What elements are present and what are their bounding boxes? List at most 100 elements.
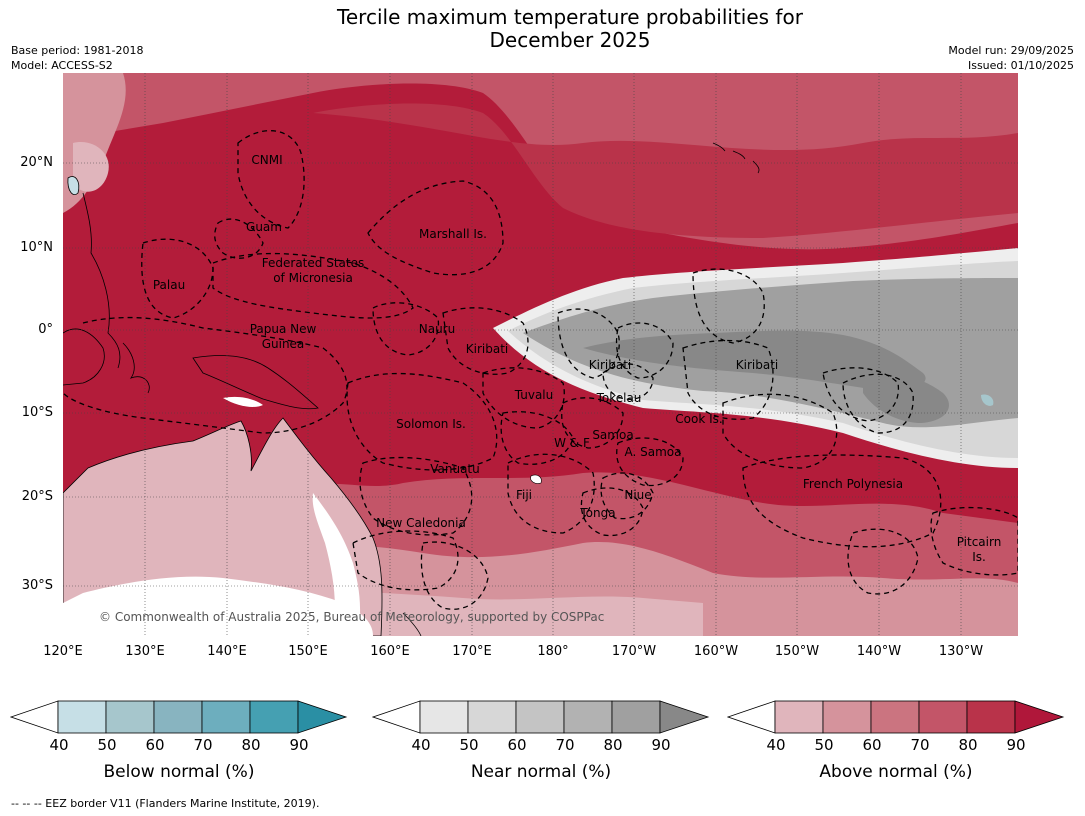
- north-red-inner: [313, 103, 1018, 238]
- copyright-text: © Commonwealth of Australia 2025, Bureau…: [99, 610, 604, 624]
- lon-label-160w: 160°W: [693, 644, 739, 659]
- label-png-1: Papua New: [250, 322, 317, 336]
- cbar-below-seg-6: [297, 700, 348, 734]
- label-marshall: Marshall Is.: [419, 227, 487, 241]
- australia-interior: [63, 576, 373, 636]
- cbar-near-seg-3: [515, 700, 565, 734]
- cbar-near-tick: 60: [507, 736, 527, 754]
- cbar-above-tick: 80: [958, 736, 978, 754]
- borneo-land: [63, 328, 105, 386]
- cbar-below-seg-5: [249, 700, 299, 734]
- near-normal-dark: [583, 330, 926, 392]
- cbar-near-tick: 40: [411, 736, 431, 754]
- label-samoa: Samoa: [592, 428, 633, 442]
- label-kiribati-line: Kiribati: [736, 358, 778, 372]
- model-run: Model run: 29/09/2025: [948, 44, 1074, 57]
- base-period: Base period: 1981-2018: [11, 44, 144, 57]
- label-tuvalu: Tuvalu: [514, 388, 554, 402]
- philippines-land: [82, 192, 121, 369]
- label-niue: Niue: [624, 488, 651, 502]
- meta-right: Model run: 29/09/2025 Issued: 01/10/2025: [948, 43, 1074, 73]
- cbar-below-seg-4: [201, 700, 251, 734]
- lon-label-170e: 170°E: [452, 644, 492, 659]
- label-kiribati-gilbert: Kiribati: [466, 342, 508, 356]
- cbar-near-seg-4: [563, 700, 613, 734]
- cbar-near-seg-6: [659, 700, 710, 734]
- cbar-below-tick: 60: [145, 736, 165, 754]
- colorbar-near: [372, 700, 710, 734]
- lon-label-170w: 170°W: [611, 644, 657, 659]
- cbar-below-tick: 40: [49, 736, 69, 754]
- label-nauru: Nauru: [419, 322, 455, 336]
- model-name: Model: ACCESS-S2: [11, 59, 113, 72]
- label-tokelau: Tokelau: [596, 391, 642, 405]
- cbar-near-seg-1: [419, 700, 469, 734]
- lon-label-180: 180°: [537, 644, 569, 659]
- eez-borders: [63, 130, 1018, 610]
- cbar-near-tick: 90: [651, 736, 671, 754]
- label-cnmi: CNMI: [251, 153, 282, 167]
- cbar-above-tick: 40: [766, 736, 786, 754]
- cbar-below-seg-0: [10, 700, 59, 734]
- cbar-above-seg-5: [966, 700, 1016, 734]
- lat-label-10n: 10°N: [20, 240, 53, 255]
- label-vanuatu: Vanuatu: [430, 462, 480, 476]
- label-american-samoa: A. Samoa: [625, 445, 682, 459]
- label-tonga: Tonga: [579, 506, 615, 520]
- fiji-islands: [530, 474, 542, 484]
- title-line-2: December 2025: [489, 28, 651, 52]
- label-pitcairn-1: Pitcairn: [957, 535, 1002, 549]
- below-normal-spot: [981, 394, 994, 406]
- meta-left: Base period: 1981-2018 Model: ACCESS-S2: [11, 43, 143, 73]
- cbar-above-seg-1: [774, 700, 824, 734]
- cbar-above-tick: 60: [862, 736, 882, 754]
- new-guinea-land: [192, 355, 319, 410]
- lat-label-10s: 10°S: [21, 405, 53, 420]
- chart-title: Tercile maximum temperature probabilitie…: [0, 6, 1085, 52]
- sulawesi-land: [122, 342, 150, 394]
- cbar-near-tick: 80: [603, 736, 623, 754]
- issued-date: Issued: 01/10/2025: [967, 59, 1074, 72]
- cbar-above-title: Above normal (%): [819, 762, 973, 782]
- cbar-near-seg-2: [467, 700, 517, 734]
- northwest-light: [73, 142, 109, 192]
- label-french-polynesia: French Polynesia: [803, 477, 903, 491]
- colorbar-below: [10, 700, 348, 734]
- label-png-2: Guinea: [262, 337, 305, 351]
- label-fsm-1: Federated States: [262, 256, 364, 270]
- lon-label-140w: 140°W: [856, 644, 902, 659]
- new-guinea-coast: [223, 396, 263, 407]
- cbar-near-title: Near normal (%): [470, 762, 612, 782]
- label-new-caledonia: New Caledonia: [376, 516, 466, 530]
- cbar-below-tick: 80: [241, 736, 261, 754]
- lat-label-20s: 20°S: [21, 489, 53, 504]
- near-normal-dark-2: [863, 371, 949, 423]
- label-guam: Guam: [246, 220, 282, 234]
- lat-label-30s: 30°S: [21, 578, 53, 593]
- cbar-below-title: Below normal (%): [103, 762, 255, 782]
- label-solomon: Solomon Is.: [396, 417, 466, 431]
- cbar-below-seg-2: [105, 700, 155, 734]
- cbar-below-tick: 90: [289, 736, 309, 754]
- label-pitcairn-2: Is.: [972, 550, 986, 564]
- cbar-near-tick: 50: [459, 736, 479, 754]
- australia-coast-white: [312, 493, 361, 636]
- lat-label-0: 0°: [38, 322, 53, 337]
- cbar-above-seg-6: [1014, 700, 1065, 734]
- cbar-below-tick: 50: [97, 736, 117, 754]
- cbar-below-tick: 70: [193, 736, 213, 754]
- colorbar-above: [727, 700, 1065, 734]
- cbar-near-seg-0: [372, 700, 421, 734]
- cbar-below-seg-3: [153, 700, 203, 734]
- cbar-near-tick: 70: [555, 736, 575, 754]
- label-cook: Cook Is.: [675, 412, 722, 426]
- lon-label-150e: 150°E: [288, 644, 328, 659]
- lon-label-130e: 130°E: [125, 644, 165, 659]
- lon-label-120e: 120°E: [43, 644, 83, 659]
- label-kiribati-phoenix: Kiribati: [589, 358, 631, 372]
- cbar-above-tick: 70: [910, 736, 930, 754]
- region-labels: CNMI Guam Marshall Is. Federated States …: [153, 153, 1001, 564]
- label-fiji: Fiji: [516, 488, 532, 502]
- lon-label-130w: 130°W: [938, 644, 984, 659]
- title-line-1: Tercile maximum temperature probabilitie…: [337, 5, 803, 29]
